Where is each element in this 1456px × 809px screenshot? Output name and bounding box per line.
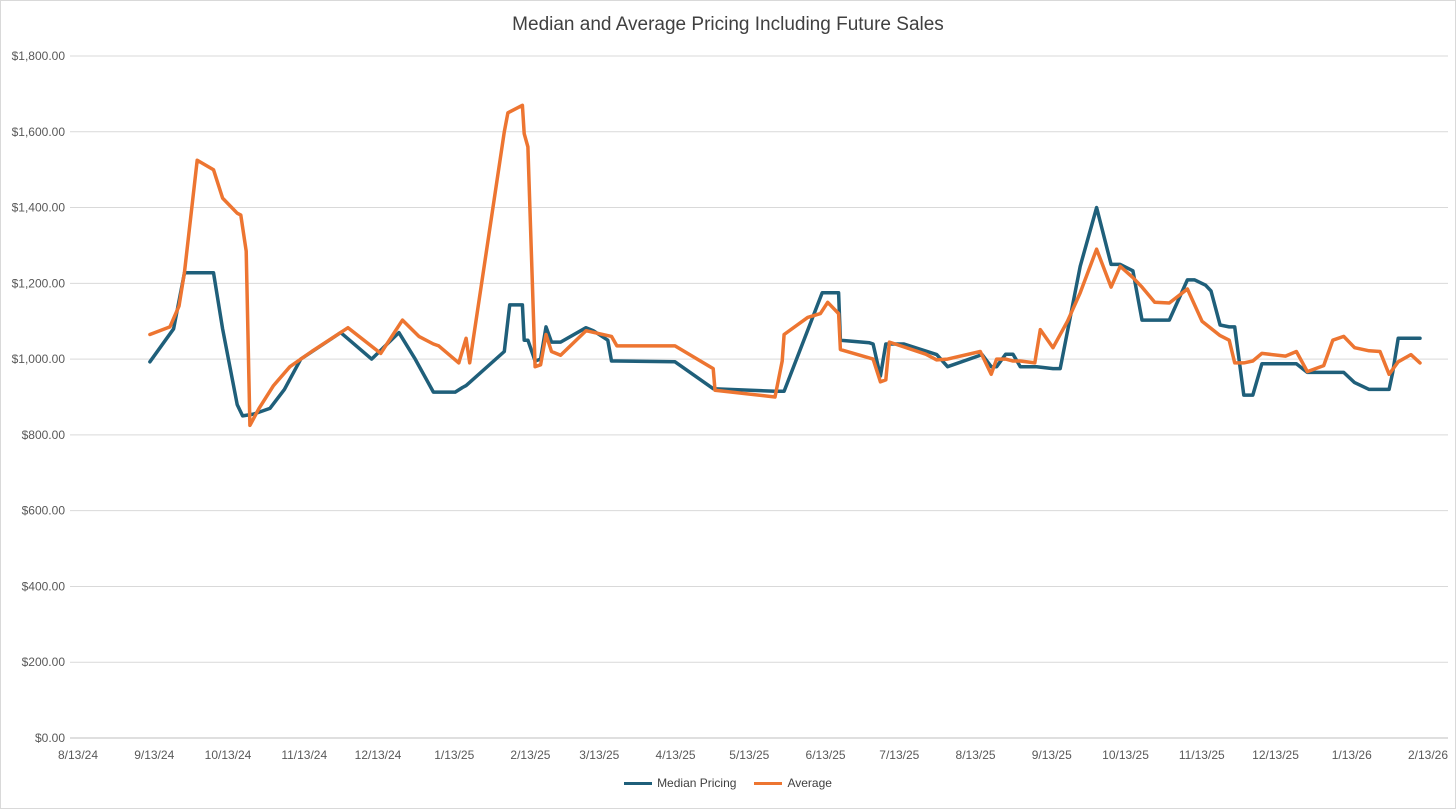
x-tick-label: 7/13/25 — [879, 748, 919, 762]
x-tick-label: 2/13/26 — [1408, 748, 1448, 762]
legend-swatch-average — [754, 781, 783, 785]
legend-item-average: Average — [754, 776, 832, 790]
x-tick-label: 5/13/25 — [729, 748, 769, 762]
x-tick-label: 12/13/24 — [355, 748, 402, 762]
x-tick-label: 9/13/25 — [1032, 748, 1072, 762]
y-tick-label: $800.00 — [22, 428, 66, 442]
x-tick-label: 12/13/25 — [1252, 748, 1299, 762]
y-tick-label: $400.00 — [22, 579, 66, 593]
y-tick-label: $200.00 — [22, 655, 66, 669]
legend-item-median: Median Pricing — [624, 776, 736, 790]
x-tick-label: 11/13/24 — [281, 748, 327, 762]
chart-title: Median and Average Pricing Including Fut… — [512, 14, 944, 35]
y-tick-label: $1,000.00 — [12, 352, 66, 366]
y-tick-label: $1,600.00 — [12, 125, 66, 139]
average-line — [148, 103, 1422, 428]
y-tick-label: $0.00 — [35, 731, 65, 745]
x-tick-label: 9/13/24 — [134, 748, 174, 762]
x-tick-label: 11/13/25 — [1179, 748, 1225, 762]
y-tick-label: $600.00 — [22, 504, 66, 518]
y-tick-label: $1,200.00 — [12, 276, 66, 290]
x-tick-label: 4/13/25 — [656, 748, 696, 762]
x-tick-label: 3/13/25 — [579, 748, 619, 762]
legend-label-average: Average — [787, 776, 832, 790]
x-tick-label: 8/13/24 — [58, 748, 98, 762]
x-tick-label: 10/13/25 — [1102, 748, 1149, 762]
x-tick-label: 10/13/24 — [205, 748, 252, 762]
x-tick-label: 8/13/25 — [956, 748, 996, 762]
x-tick-label: 1/13/25 — [434, 748, 474, 762]
x-tick-label: 1/13/26 — [1332, 748, 1372, 762]
x-tick-label: 6/13/25 — [806, 748, 846, 762]
legend-label-median: Median Pricing — [657, 776, 737, 790]
y-tick-label: $1,400.00 — [12, 201, 66, 215]
y-tick-label: $1,800.00 — [12, 49, 66, 63]
median-pricing-line — [148, 205, 1422, 418]
x-tick-label: 2/13/25 — [510, 748, 550, 762]
legend-swatch-median — [624, 781, 653, 785]
legend: Median Pricing Average — [0, 776, 1456, 790]
